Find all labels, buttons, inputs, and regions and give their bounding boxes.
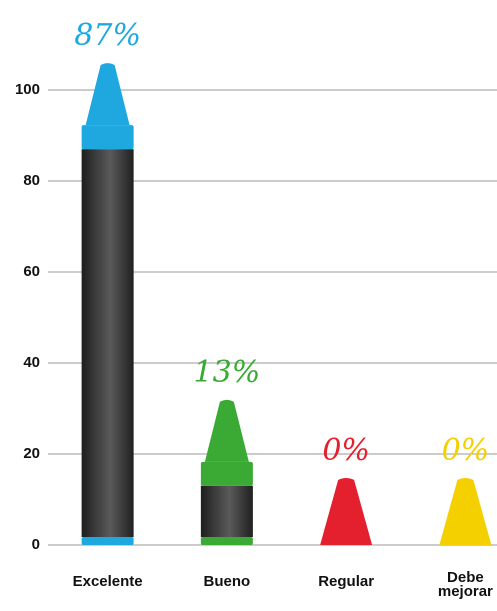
y-tick-label: 40	[23, 354, 40, 371]
bar	[81, 149, 134, 537]
crayon-tip	[204, 399, 249, 462]
crayon-base	[81, 537, 134, 545]
value-label: 13%	[194, 355, 261, 390]
value-label: 0%	[322, 433, 370, 468]
x-tick-label: Bueno	[204, 573, 251, 590]
x-tick-label: Excelente	[73, 573, 143, 590]
y-tick-label: 20	[23, 445, 40, 462]
y-tick-label: 80	[23, 172, 40, 189]
crayon-base	[200, 537, 253, 545]
y-tick-label: 60	[23, 263, 40, 280]
x-tick-label: Debe mejorar	[438, 569, 493, 600]
crayon-tip	[320, 478, 373, 545]
bar	[200, 485, 253, 537]
x-tick-label-line: Debe	[447, 569, 484, 586]
y-tick-label: 100	[15, 81, 40, 98]
crayon-collar	[200, 461, 253, 486]
y-tick-label: 0	[32, 536, 40, 553]
value-label: 0%	[442, 433, 490, 468]
x-tick-label: Regular	[318, 573, 374, 590]
crayon-tip	[85, 63, 130, 126]
crayon-collar	[81, 125, 134, 150]
x-tick-label-line: mejorar	[438, 583, 493, 600]
crayon-tip	[439, 478, 492, 545]
value-label: 87%	[74, 18, 141, 53]
